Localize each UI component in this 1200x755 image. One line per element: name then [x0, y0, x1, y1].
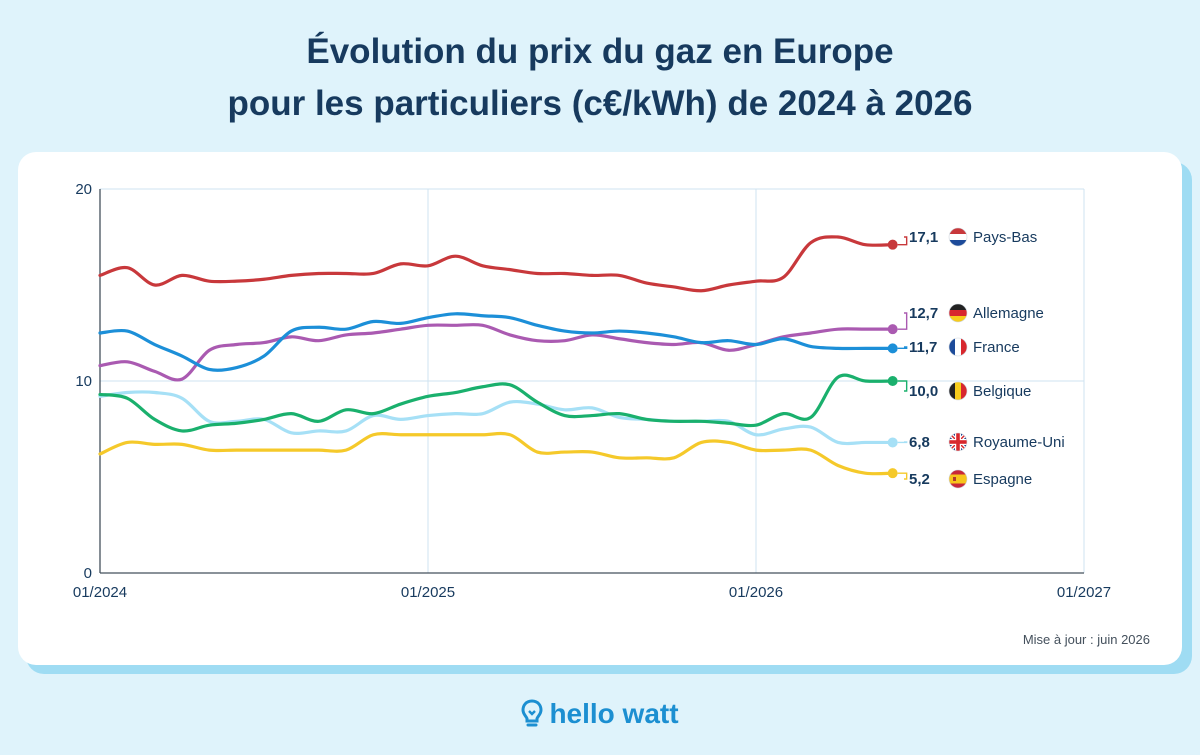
flag-royaume-uni-cross	[949, 440, 967, 444]
flag-france-flag-border	[948, 337, 968, 357]
flag-pays-bas-flag-icon	[949, 228, 967, 246]
series-connector-espagne	[897, 472, 908, 480]
series-line-belgique	[98, 373, 895, 433]
series-value-label-pays-bas: 17,1	[909, 229, 938, 246]
flag-france-band	[961, 338, 967, 356]
flag-pays-bas-band	[949, 234, 967, 240]
flag-espagne-flag-border	[948, 469, 968, 489]
flag-france-band	[949, 338, 955, 356]
chart-card: 0 10 20 01/2024 01/2025 01/2026 01/2027 6,8 Roya…	[18, 152, 1182, 665]
flag-allemagne-band	[949, 310, 967, 316]
flag-pays-bas-band	[949, 228, 967, 234]
hello-watt-logo: hello watt	[0, 694, 1200, 734]
flag-belgique-flag-border	[948, 381, 968, 401]
x-tick-label-2: 01/2026	[729, 584, 783, 601]
series-line-france	[98, 312, 895, 372]
series-allemagne: 12,7 Allemagne	[98, 303, 1044, 382]
series-name-label-allemagne: Allemagne	[973, 305, 1044, 322]
y-tick-label-1: 10	[75, 373, 92, 390]
flag-espagne-emblem	[953, 477, 956, 481]
flag-pays-bas-flag-border	[948, 227, 968, 247]
series-value-label-france: 11,7	[909, 339, 937, 356]
flag-belgique-band	[955, 382, 961, 400]
series-espagne: 5,2 Espagne	[98, 431, 1032, 489]
series-name-label-royaume-uni: Royaume-Uni	[973, 434, 1065, 451]
x-tick-label-3: 01/2027	[1057, 584, 1111, 601]
x-tick-label-0: 01/2024	[73, 584, 127, 601]
flag-pays-bas-band	[949, 240, 967, 246]
series-value-label-espagne: 5,2	[909, 471, 930, 488]
series-end-point-france	[887, 343, 898, 354]
series-name-label-belgique: Belgique	[973, 383, 1031, 400]
series-connector-belgique	[897, 380, 908, 392]
series-end-point-allemagne	[887, 324, 898, 335]
series-connector-france	[897, 346, 908, 350]
series-value-label-allemagne: 12,7	[909, 305, 938, 322]
series-connector-pays-bas	[897, 236, 908, 246]
bulb-icon	[521, 699, 543, 727]
flag-france-band	[955, 338, 961, 356]
series-line-pays-bas	[98, 235, 895, 293]
y-tick-label-0: 0	[84, 565, 92, 582]
series-line-royaume-uni	[98, 390, 895, 446]
flag-espagne-band	[949, 474, 967, 484]
flag-france-flag-icon	[949, 338, 967, 356]
logo-text: hello watt	[549, 698, 679, 729]
update-note: Mise à jour : juin 2026	[1022, 632, 1150, 647]
flag-espagne-flag-icon	[949, 470, 967, 488]
flag-belgique-band	[961, 382, 967, 400]
chart-title: Évolution du prix du gaz en Europe pour …	[0, 26, 1200, 130]
series-belgique: 10,0 Belgique	[98, 373, 1031, 433]
series-end-point-espagne	[887, 468, 898, 479]
series-pays-bas: 17,1 Pays-Bas	[98, 227, 1037, 293]
series-end-point-pays-bas	[887, 239, 898, 250]
series-france: 11,7 France	[98, 312, 1020, 372]
flag-belgique-flag-icon	[949, 382, 967, 400]
series-name-label-espagne: Espagne	[973, 471, 1032, 488]
flag-belgique-band	[949, 382, 955, 400]
title-line-2: pour les particuliers (c€/kWh) de 2024 à…	[227, 84, 973, 123]
flag-royaume-uni-flag-border	[948, 432, 968, 452]
flag-allemagne-band	[949, 316, 967, 322]
title-line-1: Évolution du prix du gaz en Europe	[306, 32, 894, 71]
flag-royaume-uni-flag-icon	[949, 433, 967, 451]
y-tick-label-2: 20	[75, 181, 92, 198]
series-connector-allemagne	[897, 312, 908, 330]
series-end-point-royaume-uni	[887, 437, 898, 448]
series-end-point-belgique	[887, 376, 898, 386]
line-chart: 0 10 20 01/2024 01/2025 01/2026 01/2027 6,8 Roya…	[73, 181, 1111, 601]
series-line-espagne	[98, 431, 895, 476]
series-royaume-uni: 6,8 Royaume-Uni	[98, 390, 1065, 452]
flag-allemagne-band	[949, 304, 967, 310]
flag-allemagne-flag-icon	[949, 304, 967, 322]
series-name-label-france: France	[973, 339, 1020, 356]
x-tick-label-1: 01/2025	[401, 584, 455, 601]
series-value-label-belgique: 10,0	[909, 383, 938, 400]
series-value-label-royaume-uni: 6,8	[909, 434, 930, 451]
series-name-label-pays-bas: Pays-Bas	[973, 229, 1037, 246]
flag-allemagne-flag-border	[948, 303, 968, 323]
